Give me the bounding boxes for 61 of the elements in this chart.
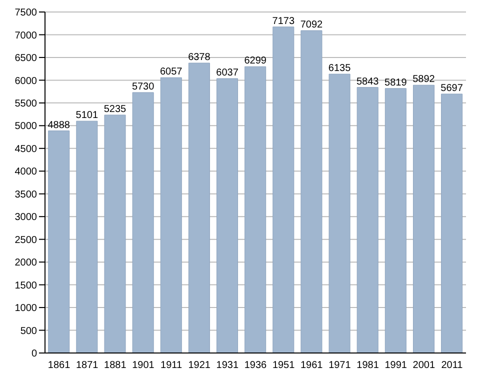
- y-tick-label: 2500: [14, 234, 38, 246]
- x-tick-label: 1871: [76, 360, 99, 372]
- data-label: 6037: [216, 68, 239, 79]
- x-tick-label: 1931: [216, 360, 239, 372]
- bar: [188, 62, 210, 353]
- bar: [216, 78, 238, 353]
- bar: [384, 88, 406, 353]
- x-tick-label: 1881: [104, 360, 127, 372]
- y-tick-label: 5500: [14, 98, 38, 110]
- bar: [48, 130, 70, 353]
- bar: [244, 66, 266, 353]
- data-label: 4888: [48, 120, 70, 131]
- bar: [412, 84, 434, 353]
- y-tick-label: 7000: [14, 30, 38, 42]
- y-tick-label: 1000: [14, 303, 38, 314]
- x-tick-label: 1901: [132, 360, 155, 372]
- data-label: 5892: [412, 74, 436, 86]
- y-tick-label: 4000: [14, 166, 38, 178]
- x-tick-label: 1961: [300, 360, 324, 372]
- data-label: 6299: [244, 56, 267, 67]
- data-label: 7092: [300, 20, 324, 31]
- x-tick-label: 1936: [244, 360, 268, 372]
- data-label: 5730: [132, 81, 155, 92]
- bar: [328, 74, 350, 353]
- y-tick-label: 7500: [14, 8, 38, 19]
- y-tick-label: 6000: [14, 76, 38, 87]
- x-tick-label: 1971: [328, 360, 352, 372]
- x-tick-label: 2001: [412, 360, 436, 372]
- bar: [356, 87, 378, 353]
- x-tick-label: 1911: [160, 360, 182, 372]
- data-label: 6057: [160, 66, 183, 78]
- y-tick-label: 0: [31, 348, 38, 360]
- x-tick-label: 1861: [48, 360, 71, 372]
- y-tick-label: 1500: [14, 280, 38, 292]
- x-tick-label: 1951: [272, 360, 296, 372]
- x-tick-label: 1981: [356, 360, 380, 372]
- bar: [441, 94, 463, 353]
- data-label: 7173: [272, 16, 295, 27]
- data-label: 6378: [188, 52, 211, 64]
- bar: [300, 30, 322, 353]
- data-label: 6135: [328, 63, 352, 74]
- bar: [104, 114, 126, 353]
- y-tick-label: 3000: [14, 212, 38, 224]
- y-tick-label: 4500: [14, 144, 38, 155]
- x-tick-label: 1921: [188, 360, 211, 372]
- data-label: 5697: [440, 82, 464, 94]
- x-tick-label: 2011: [441, 360, 464, 372]
- data-label: 5235: [104, 104, 127, 115]
- x-tick-label: 1991: [384, 360, 408, 372]
- y-tick-label: 6500: [14, 53, 38, 64]
- y-tick-label: 500: [20, 326, 38, 337]
- bar: [132, 92, 154, 353]
- y-tick-label: 2000: [14, 258, 38, 269]
- data-label: 5819: [384, 77, 408, 88]
- data-label: 5843: [356, 76, 380, 88]
- bar: [272, 26, 294, 353]
- data-label: 5101: [76, 110, 98, 122]
- y-tick-label: 5000: [14, 121, 38, 132]
- bar: [76, 120, 98, 353]
- bar: [160, 77, 182, 353]
- y-tick-label: 3500: [14, 189, 38, 200]
